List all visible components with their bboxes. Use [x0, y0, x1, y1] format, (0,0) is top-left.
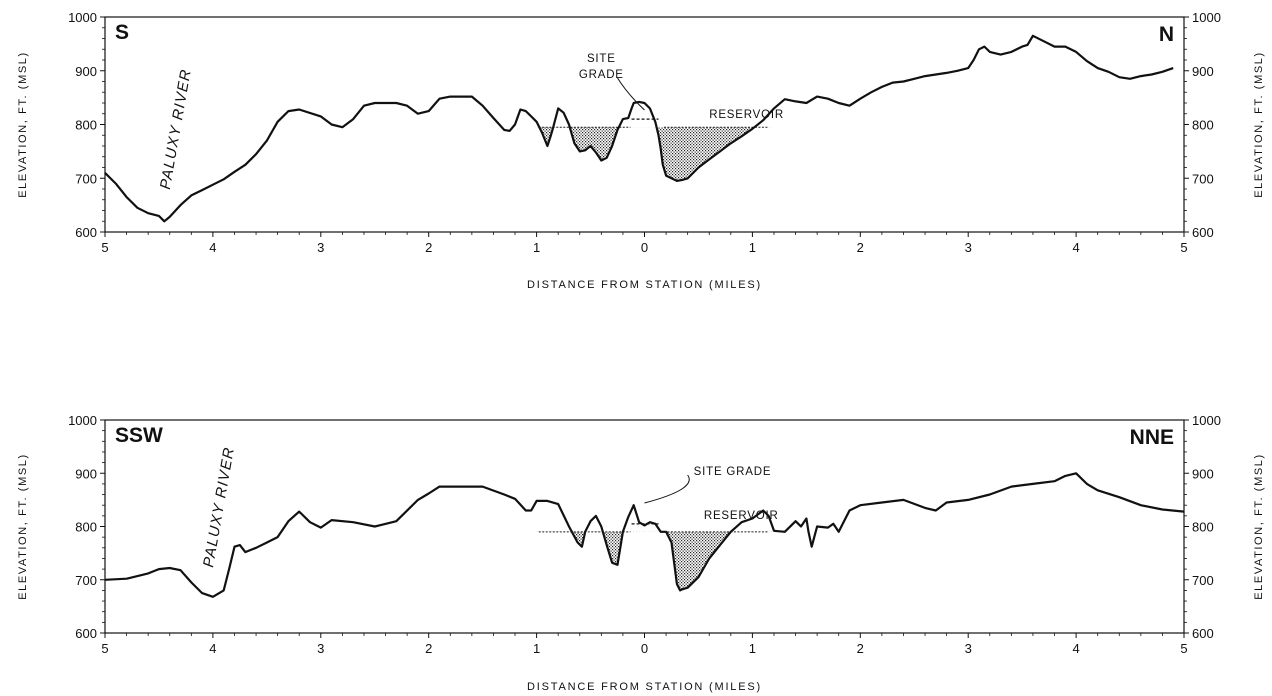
site-grade-label: SITE	[587, 53, 616, 65]
site-grade-label: GRADE	[579, 69, 624, 81]
direction-label-left: SSW	[115, 424, 163, 447]
x-tick-label: 2	[857, 240, 864, 255]
x-tick-label: 0	[641, 641, 648, 656]
site-grade-label: SITE GRADE	[694, 466, 772, 478]
y-axis-title-left: ELEVATION, FT. (MSL)	[17, 453, 29, 600]
x-axis-title: DISTANCE FROM STATION (MILES)	[527, 681, 762, 693]
direction-label-right: NNE	[1130, 426, 1174, 449]
x-tick-label: 3	[965, 240, 972, 255]
x-tick-label: 4	[1072, 641, 1079, 656]
x-tick-label: 2	[857, 641, 864, 656]
y-tick-label-right: 800	[1192, 118, 1214, 133]
y-tick-label-right: 1000	[1192, 10, 1221, 25]
x-tick-label: 5	[101, 240, 108, 255]
y-tick-label-right: 800	[1192, 520, 1214, 535]
y-tick-label-right: 1000	[1192, 413, 1221, 428]
y-tick-label-left: 600	[75, 225, 97, 240]
terrain-profile-line	[104, 472, 1185, 598]
y-tick-label-right: 900	[1192, 466, 1214, 481]
x-axis-title: DISTANCE FROM STATION (MILES)	[527, 279, 762, 291]
reservoir-label: RESERVOIR	[704, 510, 779, 522]
x-tick-label: 1	[533, 641, 540, 656]
x-tick-label: 4	[209, 641, 216, 656]
direction-label-left: S	[115, 21, 129, 44]
profile-panel-ssw-nne: 5 4 3 2 1 0 1 2 3 4 5 600 600 700 700 800 800 900 900 1000 1…	[17, 413, 1265, 693]
y-tick-label-left: 1000	[68, 10, 97, 25]
direction-label-right: N	[1159, 23, 1174, 46]
x-tick-label: 4	[209, 240, 216, 255]
y-axis-title-right: ELEVATION, FT. (MSL)	[1253, 51, 1265, 198]
x-tick-label: 3	[317, 641, 324, 656]
river-label: PALUXY RIVER	[157, 67, 195, 190]
y-tick-label-left: 1000	[68, 413, 97, 428]
y-tick-label-right: 900	[1192, 64, 1214, 79]
site-grade-leader	[644, 474, 690, 504]
y-tick-label-left: 700	[75, 171, 97, 186]
x-tick-label: 2	[425, 240, 432, 255]
y-axis-title-right: ELEVATION, FT. (MSL)	[1253, 453, 1265, 600]
terrain-profile-line	[104, 34, 1174, 223]
reservoir-label: RESERVOIR	[709, 109, 784, 121]
y-axis-title-left: ELEVATION, FT. (MSL)	[17, 51, 29, 198]
x-tick-label: 1	[533, 240, 540, 255]
x-tick-label: 3	[965, 641, 972, 656]
y-tick-label-left: 900	[75, 64, 97, 79]
y-tick-label-right: 700	[1192, 573, 1214, 588]
y-tick-label-right: 600	[1192, 626, 1214, 641]
y-tick-label-right: 600	[1192, 225, 1214, 240]
x-tick-label: 3	[317, 240, 324, 255]
x-tick-label: 5	[101, 641, 108, 656]
y-tick-label-right: 700	[1192, 171, 1214, 186]
x-tick-label: 0	[641, 240, 648, 255]
x-tick-label: 4	[1072, 240, 1079, 255]
x-tick-label: 1	[749, 641, 756, 656]
x-tick-label: 5	[1180, 641, 1187, 656]
y-tick-label-left: 600	[75, 626, 97, 641]
reservoir-fill	[536, 127, 774, 181]
x-tick-label: 5	[1180, 240, 1187, 255]
y-tick-label-left: 700	[75, 573, 97, 588]
site-grade-leader	[617, 77, 645, 111]
y-tick-label-left: 800	[75, 118, 97, 133]
profile-panel-s-n: 5 4 3 2 1 0 1 2 3 4 5 600 600 700 700 800 800 900 900 1000 1…	[17, 10, 1265, 291]
river-label: PALUXY RIVER	[200, 445, 238, 568]
y-tick-label-left: 800	[75, 520, 97, 535]
x-tick-label: 1	[749, 240, 756, 255]
y-tick-label-left: 900	[75, 466, 97, 481]
plot-frame	[104, 16, 1185, 233]
x-tick-label: 2	[425, 641, 432, 656]
